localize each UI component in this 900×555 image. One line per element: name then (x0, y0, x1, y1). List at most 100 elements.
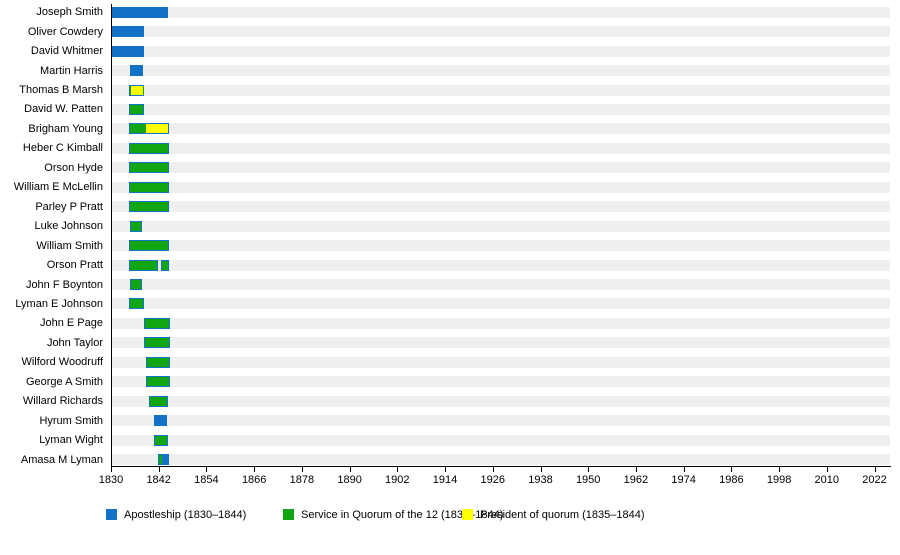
row-label: Lyman Wight (39, 434, 103, 447)
segment-president (130, 85, 143, 95)
segment-quorum (147, 357, 169, 367)
axis-tick-label: 1878 (289, 474, 315, 486)
row-track (112, 220, 890, 232)
axis-tick-label: 1914 (432, 474, 458, 486)
row-label: William E McLellin (13, 181, 103, 194)
row-track (112, 181, 890, 193)
legend-item-quorum: Service in Quorum of the 12 (1835–1844) (283, 506, 504, 521)
row-label: John Taylor (46, 336, 103, 349)
row-label: David W. Patten (24, 103, 103, 116)
row-label: John E Page (40, 317, 103, 330)
row-track (112, 376, 890, 388)
axis-tick (731, 467, 733, 472)
row-track (112, 415, 890, 427)
axis-tick-label: 1926 (480, 474, 506, 486)
segment-quorum (130, 299, 143, 309)
row-track (112, 279, 890, 290)
axis-tick (349, 467, 351, 472)
segment-quorum (130, 241, 169, 251)
row-track (112, 84, 890, 96)
segment-quorum (130, 280, 142, 289)
row-label: Luke Johnson (34, 220, 104, 233)
row-track (112, 298, 890, 310)
row-label: Orson Hyde (44, 161, 103, 174)
axis-tick-label: 1974 (671, 474, 696, 486)
axis-tick (111, 467, 112, 472)
segment-apostleship (111, 26, 145, 38)
axis-tick (779, 467, 781, 472)
axis-tick (588, 467, 590, 472)
axis-tick-label: 1830 (98, 474, 124, 486)
axis-tick (445, 467, 446, 472)
segment-quorum (130, 260, 158, 270)
axis-tick (301, 467, 303, 472)
row-track (112, 240, 890, 252)
axis-tick (874, 467, 876, 472)
legend-label-quorum: Service in Quorum of the 12 (1835–1844) (301, 508, 504, 521)
axis-tick (683, 467, 685, 472)
row-label: Amasa M Lyman (20, 453, 103, 466)
y-axis-line (111, 4, 112, 467)
segment-quorum (147, 377, 169, 387)
axis-tick-label: 1902 (385, 474, 410, 486)
row-track (112, 434, 890, 446)
axis-tick (492, 467, 494, 472)
row-label: Willard Richards (22, 395, 103, 408)
row-track (112, 45, 890, 57)
segment-quorum (154, 435, 168, 445)
row-label: Martin Harris (40, 64, 103, 77)
row-track (112, 65, 890, 77)
row-track (112, 26, 890, 38)
legend-label-president: President of quorum (1835–1844) (480, 508, 645, 521)
segment-quorum (145, 318, 169, 328)
axis-tick (635, 467, 637, 472)
row-label: Heber C Kimball (22, 142, 103, 155)
row-label: Wilford Woodruff (21, 356, 103, 369)
row-track (112, 337, 890, 349)
row-track (112, 123, 890, 135)
row-label: Thomas B Marsh (19, 84, 103, 96)
axis-tick-label: 1866 (241, 474, 267, 486)
axis-tick (254, 467, 256, 472)
axis-tick-label: 1986 (719, 474, 744, 486)
axis-tick-label: 1890 (337, 474, 362, 486)
segment-quorum (130, 163, 169, 173)
row-label: Orson Pratt (46, 259, 103, 272)
row-track (112, 201, 890, 213)
axis-tick-label: 1854 (194, 474, 219, 486)
row-track (112, 259, 890, 271)
row-label: Lyman E Johnson (15, 297, 103, 310)
row-track (112, 395, 890, 407)
row-track (112, 454, 890, 466)
segment-apostleship (111, 45, 145, 57)
segment-quorum (130, 221, 142, 231)
row-label: William Smith (36, 239, 103, 252)
row-track (112, 162, 890, 174)
segment-quorum (130, 182, 169, 192)
legend-item-president: President of quorum (1835–1844) (462, 506, 645, 521)
axis-tick (206, 467, 208, 472)
row-label: Oliver Cowdery (27, 25, 103, 38)
segment-president (146, 124, 169, 134)
axis-tick-label: 2022 (862, 474, 887, 486)
axis-tick-label: 1998 (766, 474, 792, 486)
legend-swatch-quorum-icon (283, 509, 294, 521)
row-label: George A Smith (25, 375, 103, 388)
segment-apostleship (130, 65, 144, 77)
axis-tick-label: 2010 (814, 474, 840, 486)
segment-apostleship (111, 6, 169, 18)
segment-quorum (149, 396, 168, 406)
segment-quorum (162, 260, 169, 270)
row-label: Hyrum Smith (39, 414, 103, 427)
row-label: Joseph Smith (36, 6, 103, 19)
row-track (112, 103, 890, 115)
axis-tick-label: 1842 (146, 474, 171, 486)
axis-tick (540, 467, 542, 472)
segment-quorum (159, 455, 163, 465)
axis-tick (397, 467, 399, 472)
axis-tick (158, 467, 160, 472)
axis-tick-label: 1938 (528, 474, 553, 486)
row-track (112, 6, 890, 18)
legend-swatch-president-icon (462, 509, 473, 521)
